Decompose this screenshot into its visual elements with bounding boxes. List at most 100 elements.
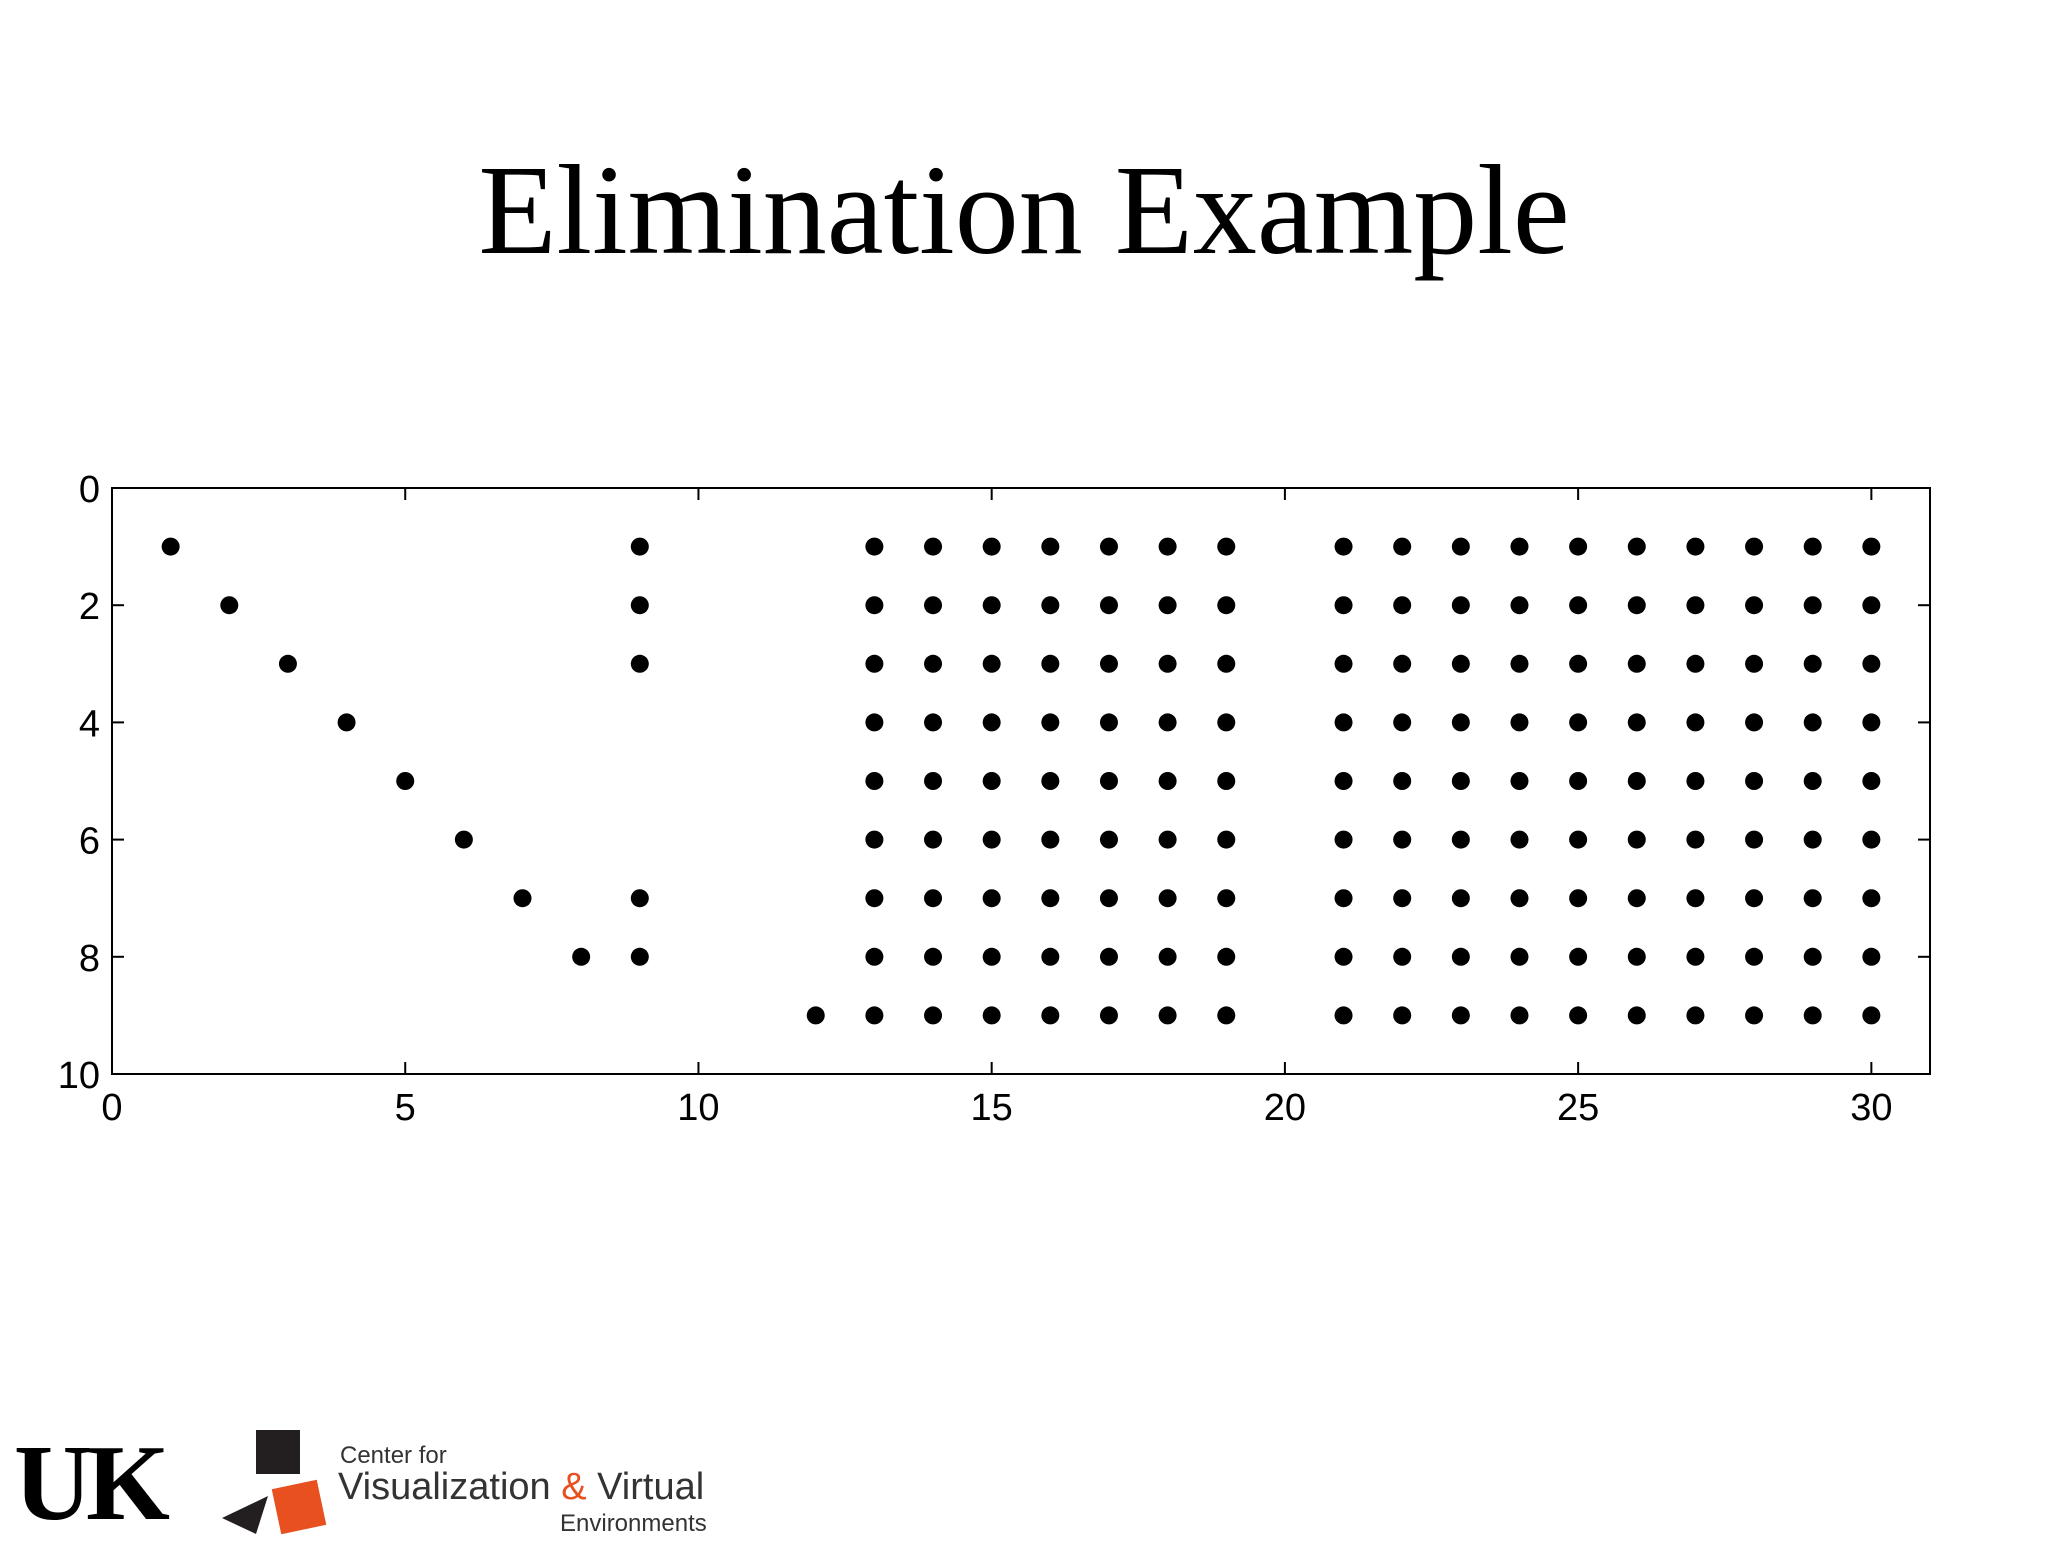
data-point	[1510, 830, 1529, 849]
data-point	[1393, 1006, 1412, 1025]
data-point	[1217, 772, 1236, 790]
data-point	[1451, 889, 1470, 908]
data-point	[1569, 1006, 1588, 1025]
data-point	[1393, 889, 1412, 908]
data-point	[1627, 537, 1646, 556]
y-tick-label: 10	[58, 1055, 100, 1097]
data-point	[1041, 830, 1060, 849]
data-point	[1099, 654, 1118, 673]
data-point	[1099, 830, 1118, 849]
data-point	[220, 596, 239, 615]
data-point	[278, 654, 297, 673]
data-point	[1862, 1006, 1881, 1025]
data-point	[865, 537, 884, 556]
data-point	[1686, 596, 1705, 615]
x-tick-label: 10	[677, 1087, 719, 1129]
data-point	[1627, 889, 1646, 908]
data-point	[1627, 713, 1646, 732]
cvv-visualization-virtual: Visualization & Virtual	[338, 1466, 704, 1509]
data-point	[1510, 1006, 1529, 1025]
plot-area	[111, 487, 1931, 1075]
data-point	[1627, 596, 1646, 615]
data-point	[1158, 947, 1177, 966]
data-point	[1745, 772, 1764, 790]
y-tick-label: 6	[79, 821, 100, 863]
data-point	[630, 889, 649, 908]
data-point	[924, 654, 943, 673]
data-point	[1393, 772, 1412, 790]
y-tick-label: 8	[79, 938, 100, 980]
data-point	[1217, 830, 1236, 849]
data-point	[1862, 537, 1881, 556]
data-point	[1745, 1006, 1764, 1025]
data-point	[1569, 654, 1588, 673]
data-point	[161, 537, 180, 556]
data-point	[865, 947, 884, 966]
data-point	[806, 1006, 825, 1025]
data-point	[924, 713, 943, 732]
data-point	[982, 889, 1001, 908]
data-point	[1158, 772, 1177, 790]
data-point	[1803, 1006, 1822, 1025]
data-point	[1099, 596, 1118, 615]
data-point	[1451, 596, 1470, 615]
data-point	[1569, 947, 1588, 966]
data-point	[630, 596, 649, 615]
data-point	[1158, 654, 1177, 673]
data-point	[1627, 654, 1646, 673]
data-point	[1158, 596, 1177, 615]
data-point	[924, 830, 943, 849]
x-tick-label: 20	[1264, 1087, 1306, 1129]
data-point	[1099, 1006, 1118, 1025]
axis-ticks	[111, 487, 1930, 1075]
data-point	[1686, 889, 1705, 908]
data-point	[1686, 947, 1705, 966]
data-point	[1569, 537, 1588, 556]
data-point	[1334, 772, 1353, 790]
data-point	[982, 654, 1001, 673]
data-point	[1627, 830, 1646, 849]
y-tick-label: 0	[79, 469, 100, 511]
data-points	[161, 537, 1881, 1025]
data-point	[1334, 1006, 1353, 1025]
data-point	[1686, 772, 1705, 790]
data-point	[1451, 654, 1470, 673]
data-point	[982, 1006, 1001, 1025]
data-point	[630, 654, 649, 673]
data-point	[924, 537, 943, 556]
data-point	[1569, 596, 1588, 615]
data-point	[1627, 772, 1646, 790]
data-point	[1041, 713, 1060, 732]
data-point	[1393, 713, 1412, 732]
data-point	[1041, 596, 1060, 615]
x-tick-label: 5	[395, 1087, 416, 1129]
data-point	[1041, 947, 1060, 966]
data-point	[982, 537, 1001, 556]
data-point	[1334, 654, 1353, 673]
data-point	[982, 596, 1001, 615]
data-point	[1862, 947, 1881, 966]
cvv-logo-mark	[222, 1430, 327, 1534]
data-point	[1569, 830, 1588, 849]
data-point	[1393, 537, 1412, 556]
data-point	[865, 596, 884, 615]
data-point	[1862, 654, 1881, 673]
data-point	[1393, 596, 1412, 615]
footer-logos: UK Center for Visualization & Virtual En…	[0, 1420, 760, 1540]
data-point	[1158, 830, 1177, 849]
data-point	[1686, 713, 1705, 732]
data-point	[1627, 947, 1646, 966]
data-point	[1099, 713, 1118, 732]
data-point	[1862, 596, 1881, 615]
data-point	[1569, 889, 1588, 908]
data-point	[1510, 537, 1529, 556]
data-point	[1627, 1006, 1646, 1025]
data-point	[1803, 713, 1822, 732]
data-point	[1510, 713, 1529, 732]
y-tick-label: 4	[79, 703, 100, 745]
data-point	[1158, 1006, 1177, 1025]
data-point	[454, 830, 473, 849]
data-point	[1745, 947, 1764, 966]
data-point	[1041, 537, 1060, 556]
